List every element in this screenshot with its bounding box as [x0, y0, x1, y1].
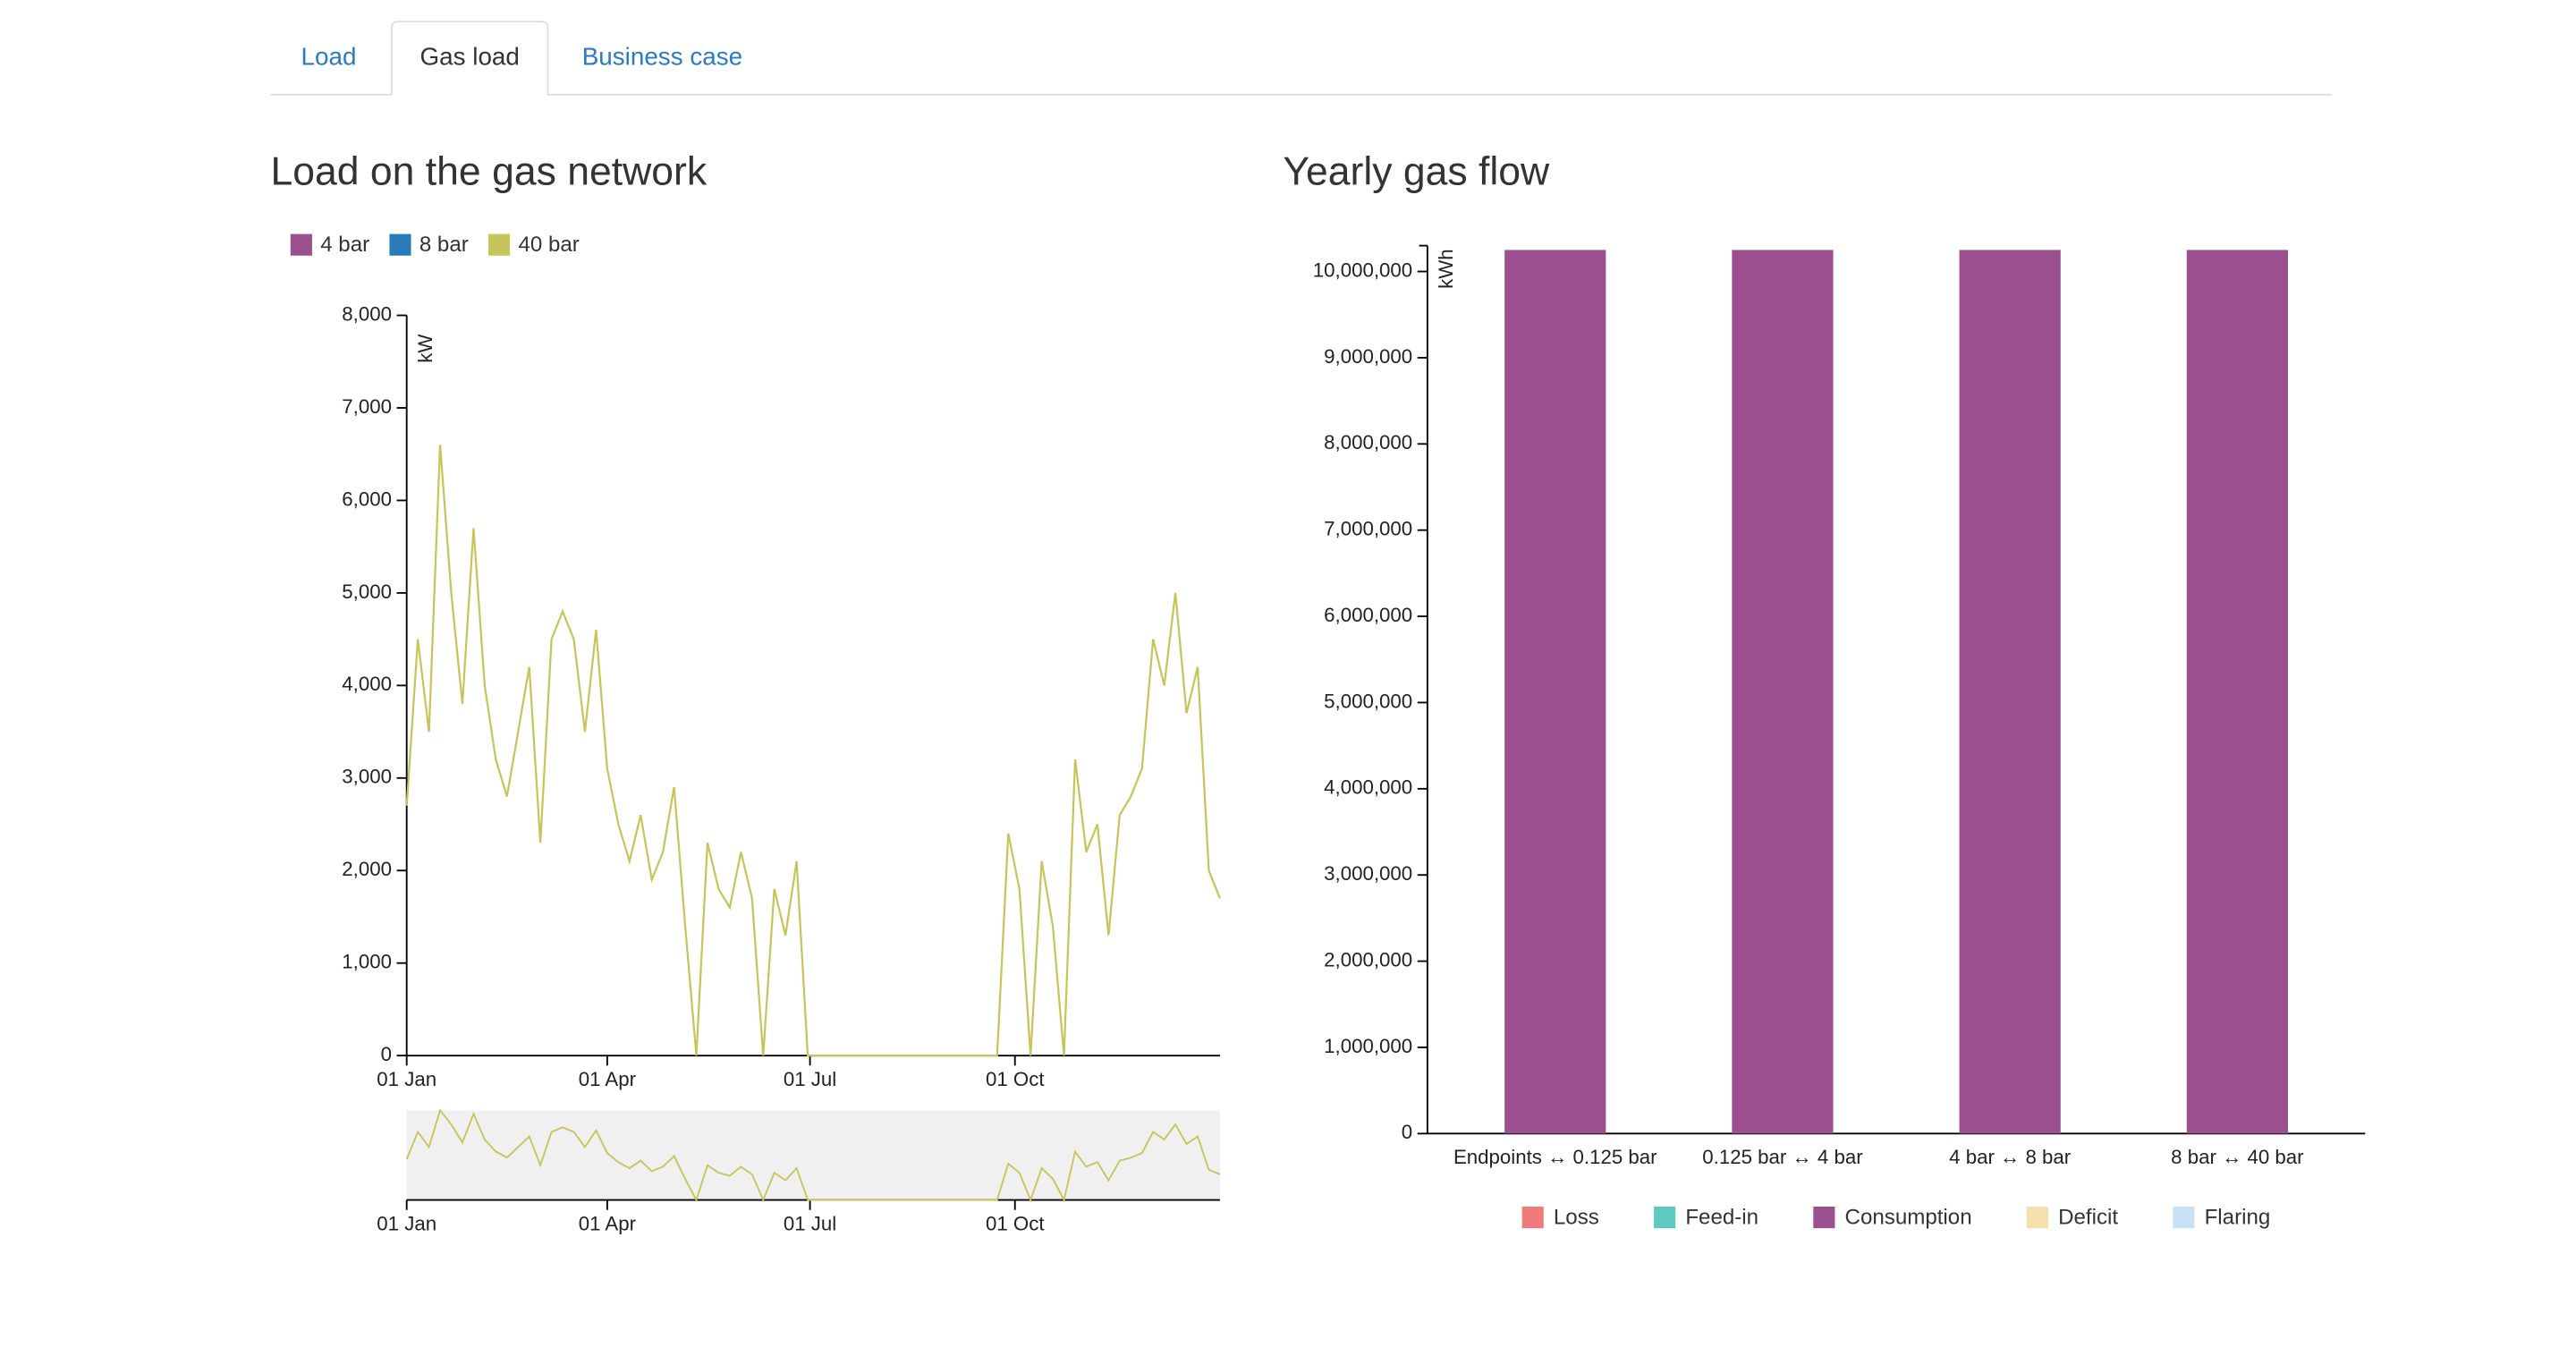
y-tick-label: 0 — [381, 1043, 392, 1065]
y-tick-label: 3,000,000 — [1324, 862, 1412, 885]
brush-x-tick-label: 01 Jul — [784, 1212, 836, 1234]
x-tick-label: 01 Jul — [784, 1068, 836, 1090]
bar-segment — [2186, 250, 2288, 1134]
tab[interactable]: Business case — [582, 42, 742, 70]
y-axis-label: kW — [414, 335, 436, 363]
y-tick-label: 2,000,000 — [1324, 948, 1412, 970]
brush-background[interactable] — [406, 1110, 1220, 1200]
legend-label: 4 bar — [320, 233, 369, 257]
legend-label: Flaring — [2205, 1205, 2271, 1229]
y-axis-label: kWh — [1435, 249, 1457, 289]
brush-x-tick-label: 01 Oct — [986, 1212, 1045, 1234]
tab[interactable]: Load — [301, 42, 357, 70]
x-tick-label: 8 bar ↔ 40 bar — [2171, 1146, 2304, 1168]
chart-title: Yearly gas flow — [1283, 150, 1550, 194]
x-tick-label: 0.125 bar ↔ 4 bar — [1702, 1146, 1863, 1168]
brush-line — [405, 1108, 1221, 1203]
x-tick-label: Endpoints ↔ 0.125 bar — [1453, 1146, 1657, 1168]
bar-segment — [1959, 250, 2061, 1134]
chart-title: Load on the gas network — [271, 150, 708, 194]
legend-swatch — [1521, 1206, 1544, 1229]
legend-swatch — [290, 233, 312, 256]
y-tick-label: 1,000 — [342, 951, 392, 973]
legend-label: Deficit — [2058, 1205, 2118, 1229]
x-tick-label: 01 Oct — [986, 1068, 1045, 1090]
legend-swatch — [1813, 1206, 1835, 1229]
y-tick-label: 5,000,000 — [1324, 690, 1412, 712]
y-tick-label: 7,000,000 — [1324, 518, 1412, 540]
active-tab-frame — [391, 21, 549, 95]
legend-label: Consumption — [1845, 1205, 1972, 1229]
y-tick-label: 1,000,000 — [1324, 1035, 1412, 1057]
line-series — [405, 445, 1221, 1057]
y-tick-label: 4,000 — [342, 673, 392, 695]
legend-swatch — [2026, 1206, 2048, 1229]
legend-label: 8 bar — [419, 233, 469, 257]
y-tick-label: 5,000 — [342, 581, 392, 603]
y-tick-label: 6,000 — [342, 487, 392, 510]
legend-swatch — [2173, 1206, 2195, 1229]
legend-swatch — [488, 233, 511, 256]
brush-x-tick-label: 01 Jan — [377, 1212, 436, 1234]
y-tick-label: 8,000,000 — [1324, 431, 1412, 453]
legend-label: Loss — [1554, 1205, 1599, 1229]
y-tick-label: 6,000,000 — [1324, 604, 1412, 626]
x-tick-label: 01 Apr — [579, 1068, 637, 1090]
bar-segment — [1732, 250, 1834, 1134]
y-tick-label: 7,000 — [342, 395, 392, 418]
y-tick-label: 4,000,000 — [1324, 776, 1412, 799]
bar-segment — [1504, 250, 1606, 1134]
y-tick-label: 10,000,000 — [1313, 258, 1412, 281]
legend-label: Feed-in — [1685, 1205, 1758, 1229]
y-tick-label: 2,000 — [342, 858, 392, 880]
brush-x-tick-label: 01 Apr — [579, 1212, 637, 1234]
legend-swatch — [1654, 1206, 1676, 1229]
x-tick-label: 4 bar ↔ 8 bar — [1949, 1146, 2072, 1168]
legend-swatch — [389, 233, 411, 256]
y-tick-label: 8,000 — [342, 302, 392, 325]
y-tick-label: 3,000 — [342, 766, 392, 788]
y-tick-label: 9,000,000 — [1324, 345, 1412, 368]
y-tick-label: 0 — [1402, 1121, 1412, 1143]
legend-label: 40 bar — [518, 233, 579, 257]
tab-active[interactable]: Gas load — [420, 42, 520, 70]
x-tick-label: 01 Jan — [377, 1068, 436, 1090]
